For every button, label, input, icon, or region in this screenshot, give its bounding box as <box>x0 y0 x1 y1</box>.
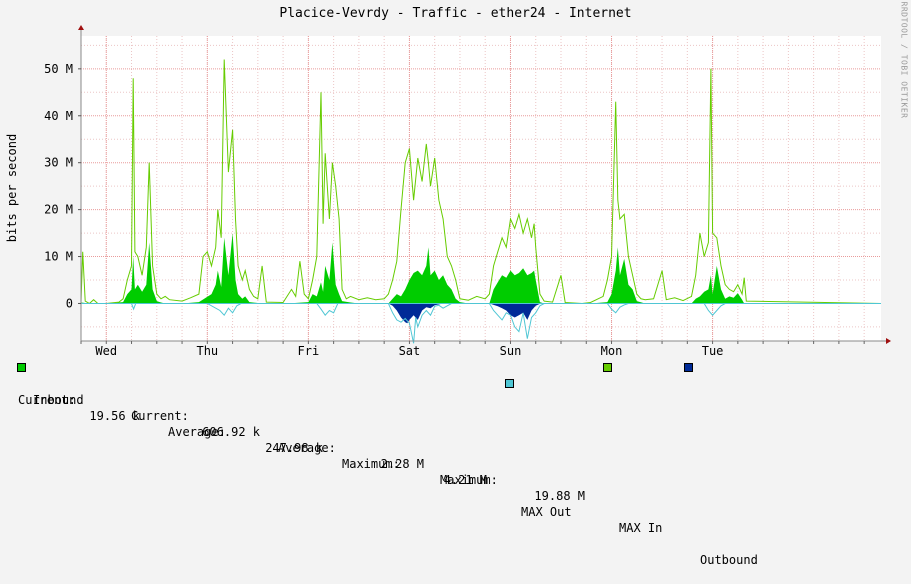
outbound-maximum-value: 4.21 M <box>443 473 487 487</box>
x-tick-label: Mon <box>601 344 623 358</box>
x-tick-label: Fri <box>298 344 320 358</box>
x-tick-label: Thu <box>196 344 218 358</box>
traffic-chart: 0 10 M 20 M 30 M 40 M 50 M Wed Thu Fri Sat Sun Mon T… <box>44 25 891 358</box>
y-tick-label: 50 M <box>44 62 73 76</box>
max-out-swatch <box>505 379 514 388</box>
max-out-label: MAX Out <box>521 505 572 519</box>
y-axis-label: bits per second <box>5 133 19 243</box>
plot-area <box>81 36 881 341</box>
chart-title: Placice-Vevrdy - Traffic - ether24 - Int… <box>279 6 632 21</box>
y-tick-label: 20 M <box>44 203 73 217</box>
y-tick-label: 30 M <box>44 156 73 170</box>
x-tick-label: Sun <box>500 344 522 358</box>
outbound-swatch <box>684 363 693 372</box>
x-tick-label: Wed <box>95 344 117 358</box>
x-tick-label: Tue <box>702 344 724 358</box>
inbound-maximum-value: 19.88 M <box>534 489 585 503</box>
outbound-maximum-label: Maximum: <box>342 457 400 471</box>
x-axis-arrow <box>886 338 891 344</box>
y-tick-label: 40 M <box>44 109 73 123</box>
rrdtool-watermark: RRDTOOL / TOBI OETIKER <box>899 1 909 119</box>
outbound-average-value: 247.98 k <box>265 441 323 455</box>
series-max-in-line <box>80 59 882 305</box>
max-in-label: MAX In <box>619 521 663 535</box>
x-tick-label: Sat <box>399 344 421 358</box>
y-tick-label: 0 <box>66 296 73 310</box>
y-tick-label: 10 M <box>44 250 73 264</box>
outbound-label: Outbound <box>700 553 758 567</box>
outbound-average-label: Average: <box>168 425 226 439</box>
y-axis-arrow <box>78 25 84 30</box>
max-in-swatch <box>603 363 612 372</box>
inbound-swatch <box>17 363 26 372</box>
outbound-current-label: Current: <box>18 393 76 407</box>
outbound-current-value: 19.56 k <box>89 409 140 423</box>
legend-row-outbound: Current: 19.56 k Average: 247.98 k Maxim… <box>0 376 572 536</box>
